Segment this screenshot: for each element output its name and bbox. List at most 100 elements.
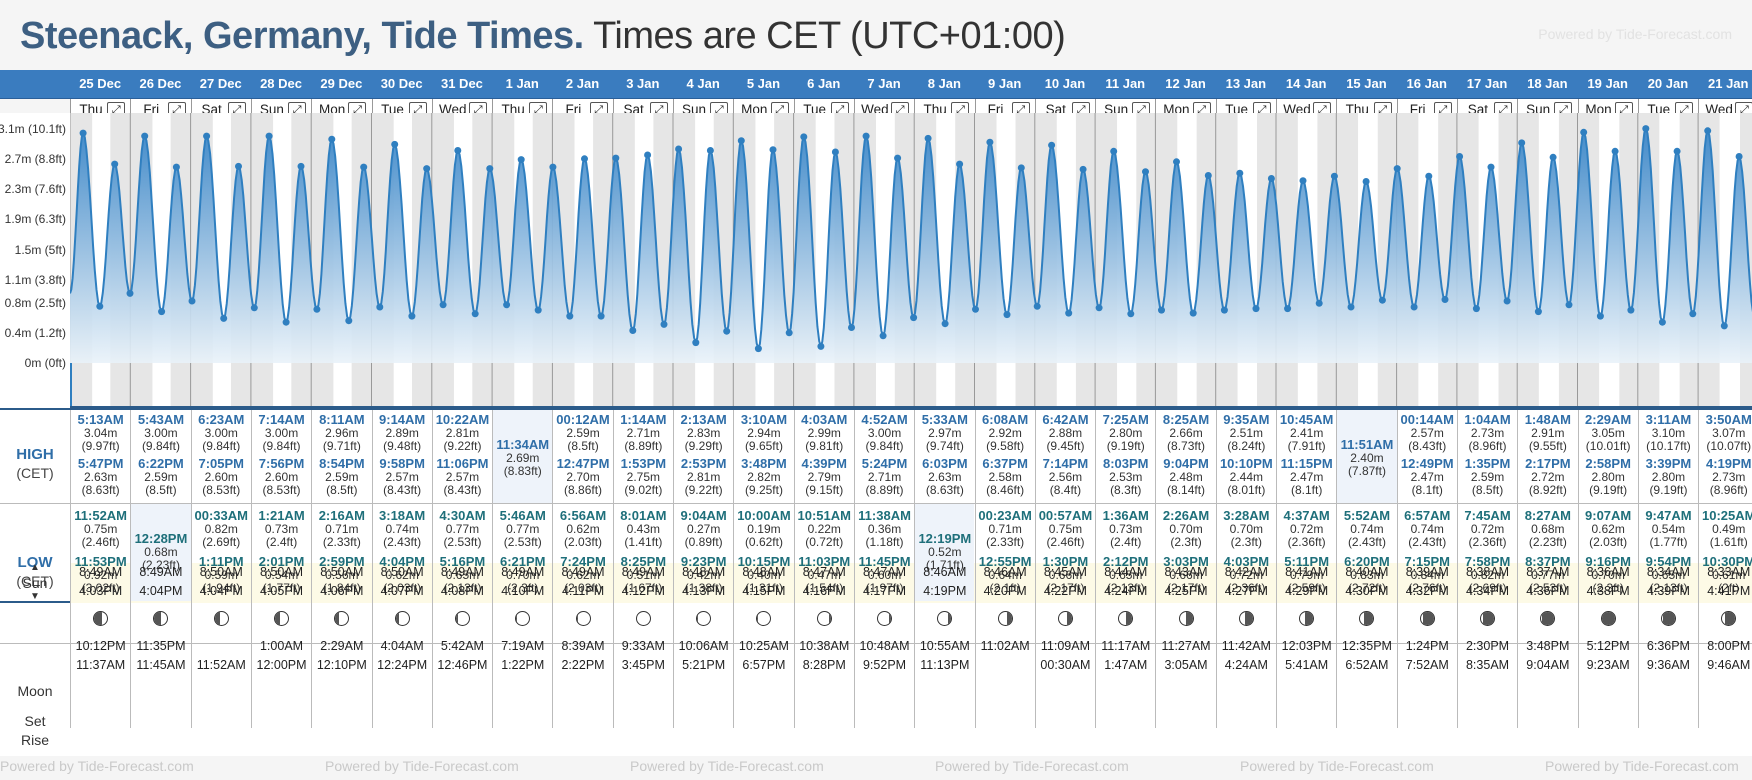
moon-cell: 1:00AM 12:00PM — [250, 603, 311, 728]
tide-height-ft: (1.41ft) — [624, 535, 663, 549]
high-tide-point — [862, 132, 870, 140]
moon-shadow — [576, 612, 578, 626]
high-tide-cell: 5:33AM 2.97m (9.74ft) 6:03PM 2.63m (8.63ft) — [914, 410, 974, 503]
moonset-time: 11:17AM — [1101, 639, 1151, 653]
low-tide-entry: 7:24PM 0.62m (2.03ft) — [553, 554, 612, 595]
tide-time: 2:29AM — [1585, 412, 1632, 427]
tide-time: 5:33AM — [921, 412, 968, 427]
tide-height-m: 0.62m — [566, 522, 600, 536]
high-tide-point — [1204, 172, 1212, 179]
tide-height-m: 2.71m — [626, 426, 661, 440]
date-label: 12 Jan — [1165, 76, 1206, 91]
tide-time: 12:47PM — [556, 456, 610, 471]
tide-height-m: 2.80m — [1651, 470, 1686, 484]
moonset-time: 10:55AM — [919, 639, 970, 653]
tide-height-m: 0.19m — [747, 522, 781, 536]
tide-time: 11:03PM — [798, 554, 851, 569]
sunrise-time: 8:37AM — [1526, 565, 1570, 579]
tide-time: 11:52AM — [74, 508, 128, 523]
high-tide-entry: 7:25AM 2.80m (9.19ft) — [1096, 412, 1155, 453]
high-tide-point — [831, 148, 839, 156]
tide-time: 5:46AM — [499, 508, 546, 523]
high-tide-point — [549, 163, 557, 171]
low-tide-entry: 3:18AM 0.74m (2.43ft) — [373, 508, 432, 549]
moon-shadow — [1724, 612, 1736, 626]
high-tide-entry: 9:14AM 2.89m (9.48ft) — [373, 412, 432, 453]
tide-time: 10:25AM — [1702, 508, 1752, 523]
high-tide-entry: 12:47PM 2.70m (8.86ft) — [553, 456, 612, 497]
high-tide-point — [1393, 165, 1401, 173]
dates-header: 25 Dec 26 Dec 27 Dec 28 Dec 29 Dec 30 Dec 31 D… — [0, 70, 1752, 99]
tide-time: 11:51AM — [1340, 437, 1394, 452]
moonrise-time: 9:04AM — [1526, 658, 1570, 672]
low-tide-entry: 10:15PM 0.40m (1.31ft) — [734, 554, 793, 595]
low-tide-point — [941, 320, 949, 328]
low-tide-point — [1003, 311, 1011, 319]
moon-phase-icon — [1419, 611, 1435, 627]
moon-cell: 5:42AM 12:46PM — [431, 603, 492, 728]
high-tide-entry: 4:19PM 2.73m (8.96ft) — [1699, 456, 1752, 497]
high-tide-entry: 5:24PM 2.71m (8.89ft) — [855, 456, 914, 497]
moon-phase-icon — [1480, 611, 1496, 627]
low-tide-point — [848, 324, 855, 331]
tide-height-ft: (1.38ft) — [684, 581, 723, 595]
sunrise-time: 8:50AM — [199, 565, 243, 579]
sunset-time: 4:04PM — [139, 584, 183, 598]
high-tide-entry: 11:15PM 2.47m (8.1ft) — [1277, 456, 1336, 497]
moonset-time — [192, 637, 251, 656]
powered-by-link[interactable]: Powered by Tide-Forecast.com — [1538, 26, 1732, 42]
tide-time: 9:07AM — [1585, 508, 1632, 523]
low-tide-point — [1378, 296, 1386, 304]
low-tide-entry: 5:52AM 0.74m (2.43ft) — [1337, 508, 1396, 549]
sunrise-time: 8:47AM — [862, 565, 907, 579]
tide-height-ft: (7.91ft) — [1287, 439, 1326, 453]
moon-icon-wrap — [373, 603, 432, 637]
moonrise-time: 11:13PM — [920, 658, 970, 672]
tide-time: 4:30AM — [439, 508, 486, 523]
tide-height-ft: (8.4ft) — [1049, 483, 1082, 497]
low-tide-entry: 9:04AM 0.27m (0.89ft) — [674, 508, 733, 549]
moonrise-time: 6:57PM — [742, 658, 786, 672]
tide-height-ft: (9.84ft) — [262, 439, 301, 453]
low-tide-cell: 3:18AM 0.74m (2.43ft) 4:04PM 0.62m (2.03ft) — [371, 504, 432, 601]
timezone-note: Times are CET (UTC+01:00) — [593, 15, 1066, 57]
tide-height-ft: (8.5ft) — [326, 483, 358, 497]
high-tide-entry: 1:04AM 2.73m (8.96ft) — [1458, 412, 1517, 453]
y-tick-label: 1.9m (6.3ft) — [4, 212, 66, 227]
moon-shadow — [948, 612, 952, 626]
high-tide-entry: 12:49PM 2.47m (8.1ft) — [1398, 456, 1457, 497]
low-tide-cell: 00:57AM 0.75m (2.46ft) 1:30PM 0.66m (2.17ft) — [1034, 504, 1095, 601]
tide-height-m: 0.77m — [506, 522, 540, 536]
high-tide-point — [391, 140, 399, 148]
tide-time: 10:45AM — [1279, 412, 1334, 427]
tide-height-m: 0.40m — [747, 568, 781, 582]
date-label: 9 Jan — [988, 76, 1022, 91]
low-tide-entry: 00:57AM 0.75m (2.46ft) — [1036, 508, 1095, 549]
tide-height-ft: (2.3ft) — [507, 581, 539, 595]
low-tide-point — [534, 306, 542, 314]
sunrise-time: 8:43AM — [1164, 565, 1208, 579]
tide-height-ft: (1.54ft) — [805, 581, 844, 595]
high-tide-point — [1110, 147, 1118, 155]
moonset-time: 3:48PM — [1526, 639, 1570, 653]
moon-cell: 2:29AM 12:10PM — [311, 603, 371, 728]
high-tide-point — [486, 165, 494, 173]
high-tide-point — [924, 134, 932, 142]
tide-time: 1:35PM — [1464, 456, 1511, 471]
tide-height-m: 0.77m — [1531, 568, 1565, 582]
tide-time: 11:53PM — [74, 554, 127, 569]
sunset-time: 4:27PM — [1224, 584, 1268, 598]
moon-shadow — [1663, 612, 1675, 626]
tide-time: 6:56AM — [559, 508, 607, 523]
moonset-time: 1:00AM — [259, 639, 304, 653]
moonrise-time: 11:37AM — [76, 658, 126, 672]
sunrise-time: 8:45AM — [1043, 565, 1087, 579]
low-tide-cell: 7:45AM 0.72m (2.36ft) 7:58PM 0.82m (2.69ft) — [1456, 504, 1517, 601]
date-label: 29 Dec — [320, 76, 363, 91]
tide-height-ft: (2.36ft) — [1227, 581, 1266, 595]
tide-time: 4:19PM — [1705, 456, 1752, 471]
moon-icon-wrap — [1579, 603, 1638, 637]
tide-height-ft: (7.87ft) — [1347, 464, 1386, 478]
high-tide-entry: 3:11AM 3.10m (10.17ft) — [1639, 412, 1698, 453]
date-label: 15 Jan — [1346, 76, 1387, 91]
